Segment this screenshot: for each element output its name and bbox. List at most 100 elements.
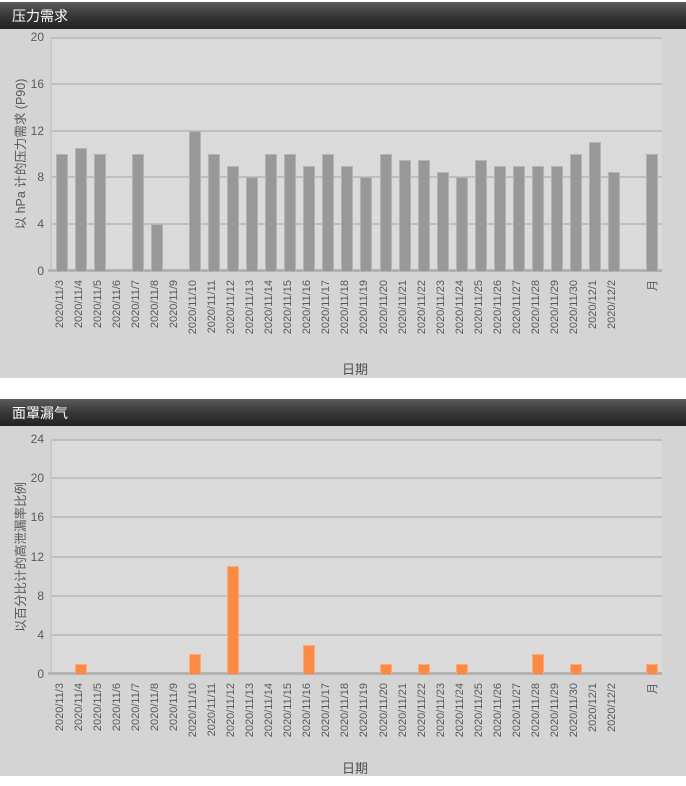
bar-2020/11/11: [208, 154, 221, 271]
y-axis-tick-labels: 0 4 8 12 16 20: [0, 29, 44, 378]
x-tick-label: 2020/11/9: [168, 280, 181, 329]
x-tick-label: 2020/11/8: [149, 683, 162, 732]
x-tick-label: 2020/11/24: [453, 280, 466, 335]
x-tick-label: 2020/11/26: [491, 280, 504, 335]
bar-2020/11/22: [417, 159, 430, 271]
bar-2020/11/16: [303, 644, 316, 674]
x-tick-label: 2020/11/22: [415, 280, 428, 335]
x-tick-label: 月: [646, 280, 659, 291]
x-tick-label: 2020/11/8: [149, 280, 162, 329]
x-tick-label: 2020/12/1: [586, 683, 599, 732]
bar-2020/11/23: [436, 171, 449, 271]
x-tick-label: 2020/11/24: [453, 683, 466, 738]
x-axis-line: [48, 672, 662, 675]
bar-2020/11/20: [379, 154, 392, 271]
plot-area: [48, 37, 662, 272]
bar-2020/11/17: [322, 154, 335, 271]
x-tick-label: 2020/11/16: [301, 683, 314, 738]
mask-leak-chart: 以百分比计的高泄漏率比例 0 4 8 12 16 20 24 2020/11/3 2020/1…: [0, 426, 686, 776]
y-tick-label: 16: [30, 510, 44, 525]
x-tick-label: 2020/11/14: [263, 683, 276, 738]
y-tick-label: 12: [30, 549, 44, 564]
x-tick-label: 2020/11/14: [263, 280, 276, 335]
gridline-16: [52, 516, 662, 519]
bar-2020/12/1: [588, 142, 601, 271]
x-tick-label: 2020/11/19: [358, 683, 371, 738]
bar-2020/11/27: [512, 165, 525, 271]
x-tick-label: 2020/11/6: [111, 683, 124, 732]
x-tick-label: 2020/11/25: [472, 683, 485, 738]
bar-2020/11/13: [246, 177, 259, 271]
x-tick-label: 2020/11/17: [320, 280, 333, 335]
y-tick-label: 4: [37, 627, 44, 642]
x-tick-label: 2020/11/3: [54, 683, 66, 732]
y-tick-label: 20: [30, 30, 44, 44]
bar-2020/11/24: [455, 177, 468, 271]
y-axis-tick-labels: 0 4 8 12 16 20 24: [0, 426, 44, 776]
x-tick-label: 2020/11/18: [339, 683, 352, 738]
bar-2020/11/10: [189, 654, 202, 674]
bar-2020/11/4: [75, 664, 88, 674]
x-tick-label: 2020/11/13: [244, 683, 257, 738]
bar-2020/11/24: [455, 664, 468, 674]
bar-2020/11/5: [94, 154, 107, 271]
x-tick-label: 2020/11/26: [491, 683, 504, 738]
x-axis-title: 日期: [341, 761, 368, 776]
bar-2020/11/12: [227, 566, 240, 674]
x-tick-label: 2020/11/17: [320, 683, 333, 738]
gridline-12: [52, 555, 662, 558]
gridline-4: [52, 633, 662, 636]
y-tick-label: 8: [37, 588, 44, 603]
bar-2020/11/20: [379, 664, 392, 674]
bar-2020/11/25: [474, 159, 487, 271]
gridline-8: [52, 176, 662, 179]
bar-2020/11/18: [341, 165, 354, 271]
bar-2020/11/28: [531, 165, 544, 271]
gridline-20: [52, 477, 662, 480]
x-tick-label: 2020/12/2: [605, 683, 618, 732]
x-tick-label: 2020/11/11: [206, 280, 219, 334]
x-tick-label: 2020/11/15: [282, 280, 295, 335]
pressure-demand-title-bar: 压力需求: [0, 2, 686, 29]
x-tick-label: 2020/11/20: [377, 683, 390, 738]
y-tick-label: 24: [30, 432, 44, 446]
x-tick-label: 2020/12/2: [605, 280, 618, 329]
x-axis-title: 日期: [341, 362, 368, 377]
bar-2020/11/8: [151, 224, 164, 271]
x-tick-label: 2020/11/28: [529, 683, 542, 738]
gridline-24: [52, 439, 662, 441]
x-tick-label: 2020/11/9: [168, 683, 181, 732]
x-tick-label: 2020/11/12: [225, 683, 238, 738]
bar-2020/11/26: [493, 165, 506, 271]
gridline-12: [52, 129, 662, 132]
x-tick-label: 2020/11/20: [377, 280, 390, 335]
x-tick-label: 2020/11/23: [434, 683, 447, 738]
y-tick-label: 4: [37, 217, 44, 232]
x-tick-label: 2020/11/5: [92, 683, 105, 732]
x-tick-label: 2020/11/4: [73, 280, 86, 329]
x-tick-label: 2020/11/30: [567, 280, 580, 335]
x-tick-label: 2020/11/7: [130, 683, 143, 732]
mask-leak-title: 面罩漏气: [12, 404, 68, 421]
x-tick-label: 2020/11/12: [225, 280, 238, 335]
mask-leak-title-bar: 面罩漏气: [0, 399, 686, 426]
panel-pressure-demand: 压力需求 以 hPa 计的压力需求 (P90) 0 4 8 12 16 20 2020/1…: [0, 2, 686, 378]
y-tick-label: 12: [30, 123, 44, 138]
y-tick-label: 16: [30, 76, 44, 91]
pressure-demand-title: 压力需求: [12, 7, 68, 24]
x-tick-label: 2020/11/27: [510, 683, 523, 738]
gridline-8: [52, 594, 662, 597]
x-tick-label: 2020/11/27: [510, 280, 523, 335]
x-tick-label: 2020/11/29: [548, 683, 561, 738]
plot-area: [48, 439, 662, 675]
bar-2020/11/21: [398, 159, 411, 271]
x-tick-label: 2020/11/4: [73, 683, 86, 732]
x-tick-label: 2020/11/15: [282, 683, 295, 738]
bar-2020/11/3: [56, 154, 68, 271]
x-axis-line: [48, 269, 662, 272]
x-tick-label: 2020/11/28: [529, 280, 542, 335]
y-tick-label: 8: [37, 170, 44, 185]
x-tick-label: 2020/11/25: [472, 280, 485, 335]
bar-2020/11/14: [265, 154, 278, 271]
